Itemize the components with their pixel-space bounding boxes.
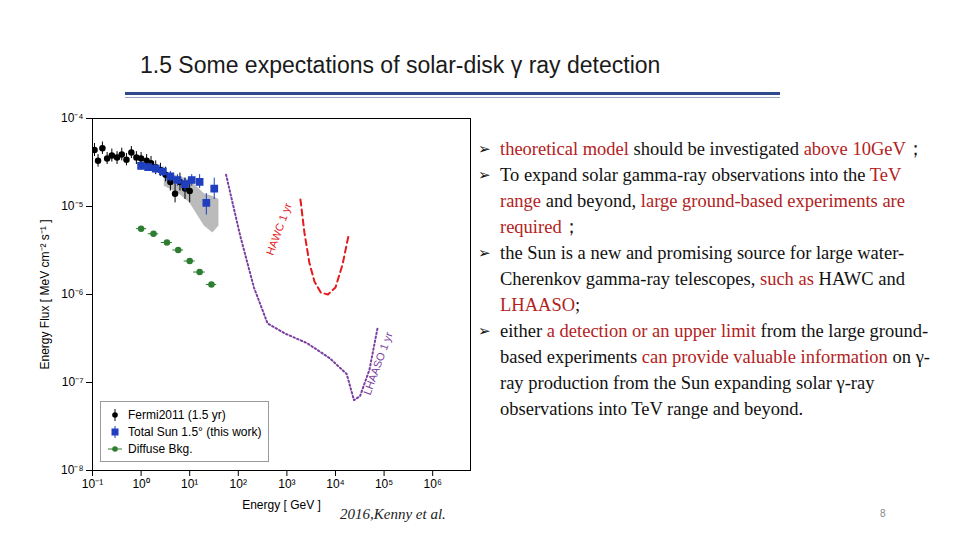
svg-text:10⁻⁴: 10⁻⁴ xyxy=(61,111,84,125)
svg-text:10¹: 10¹ xyxy=(181,477,198,491)
svg-text:10⁻¹: 10⁻¹ xyxy=(82,477,103,491)
svg-text:10⁶: 10⁶ xyxy=(424,477,442,491)
html-text:8: 8 xyxy=(880,508,886,519)
html-text:Fermi2011 (1.5 yr): Fermi2011 (1.5 yr) xyxy=(128,407,226,422)
svg-text:10²: 10² xyxy=(230,477,247,491)
html-text:the Sun is a new and promising: the Sun is a new and promising source fo… xyxy=(500,243,905,289)
svg-text:Energy Flux [ MeV cm⁻² s⁻¹ ]: Energy Flux [ MeV cm⁻² s⁻¹ ] xyxy=(38,219,52,369)
svg-text:10⁻⁶: 10⁻⁶ xyxy=(61,287,83,301)
html-text:either a detection or an upper: either a detection or an upper limit fro… xyxy=(500,321,930,419)
svg-text:10⁻⁸: 10⁻⁸ xyxy=(61,463,83,477)
svg-text:HAWC 1 yr: HAWC 1 yr xyxy=(264,201,294,257)
html-text:To expand solar gamma-ray obse: To expand solar gamma-ray observations i… xyxy=(500,165,905,237)
html-text:Diffuse Bkg.: Diffuse Bkg. xyxy=(128,441,193,456)
html-text:1.5 Some expectations of solar: 1.5 Some expectations of solar-disk γ ra… xyxy=(140,52,661,78)
html-text:Total Sun 1.5° (this work): Total Sun 1.5° (this work) xyxy=(128,424,262,439)
svg-text:Energy [ GeV ]: Energy [ GeV ] xyxy=(242,498,321,512)
svg-text:10⁵: 10⁵ xyxy=(375,477,393,491)
html-text:theoretical model should be in: theoretical model should be investigated… xyxy=(500,139,925,159)
html-text:2016,Kenny et al.: 2016,Kenny et al. xyxy=(340,506,446,522)
svg-text:10⁰: 10⁰ xyxy=(132,477,149,491)
svg-text:10⁴: 10⁴ xyxy=(326,477,345,491)
html-text:LHAASO;: LHAASO; xyxy=(500,295,581,315)
svg-text:10³: 10³ xyxy=(278,477,295,491)
svg-text:10⁻⁵: 10⁻⁵ xyxy=(61,199,83,213)
svg-text:10⁻⁷: 10⁻⁷ xyxy=(62,375,84,389)
svg-text:LHAASO 1 yr: LHAASO 1 yr xyxy=(361,330,395,396)
